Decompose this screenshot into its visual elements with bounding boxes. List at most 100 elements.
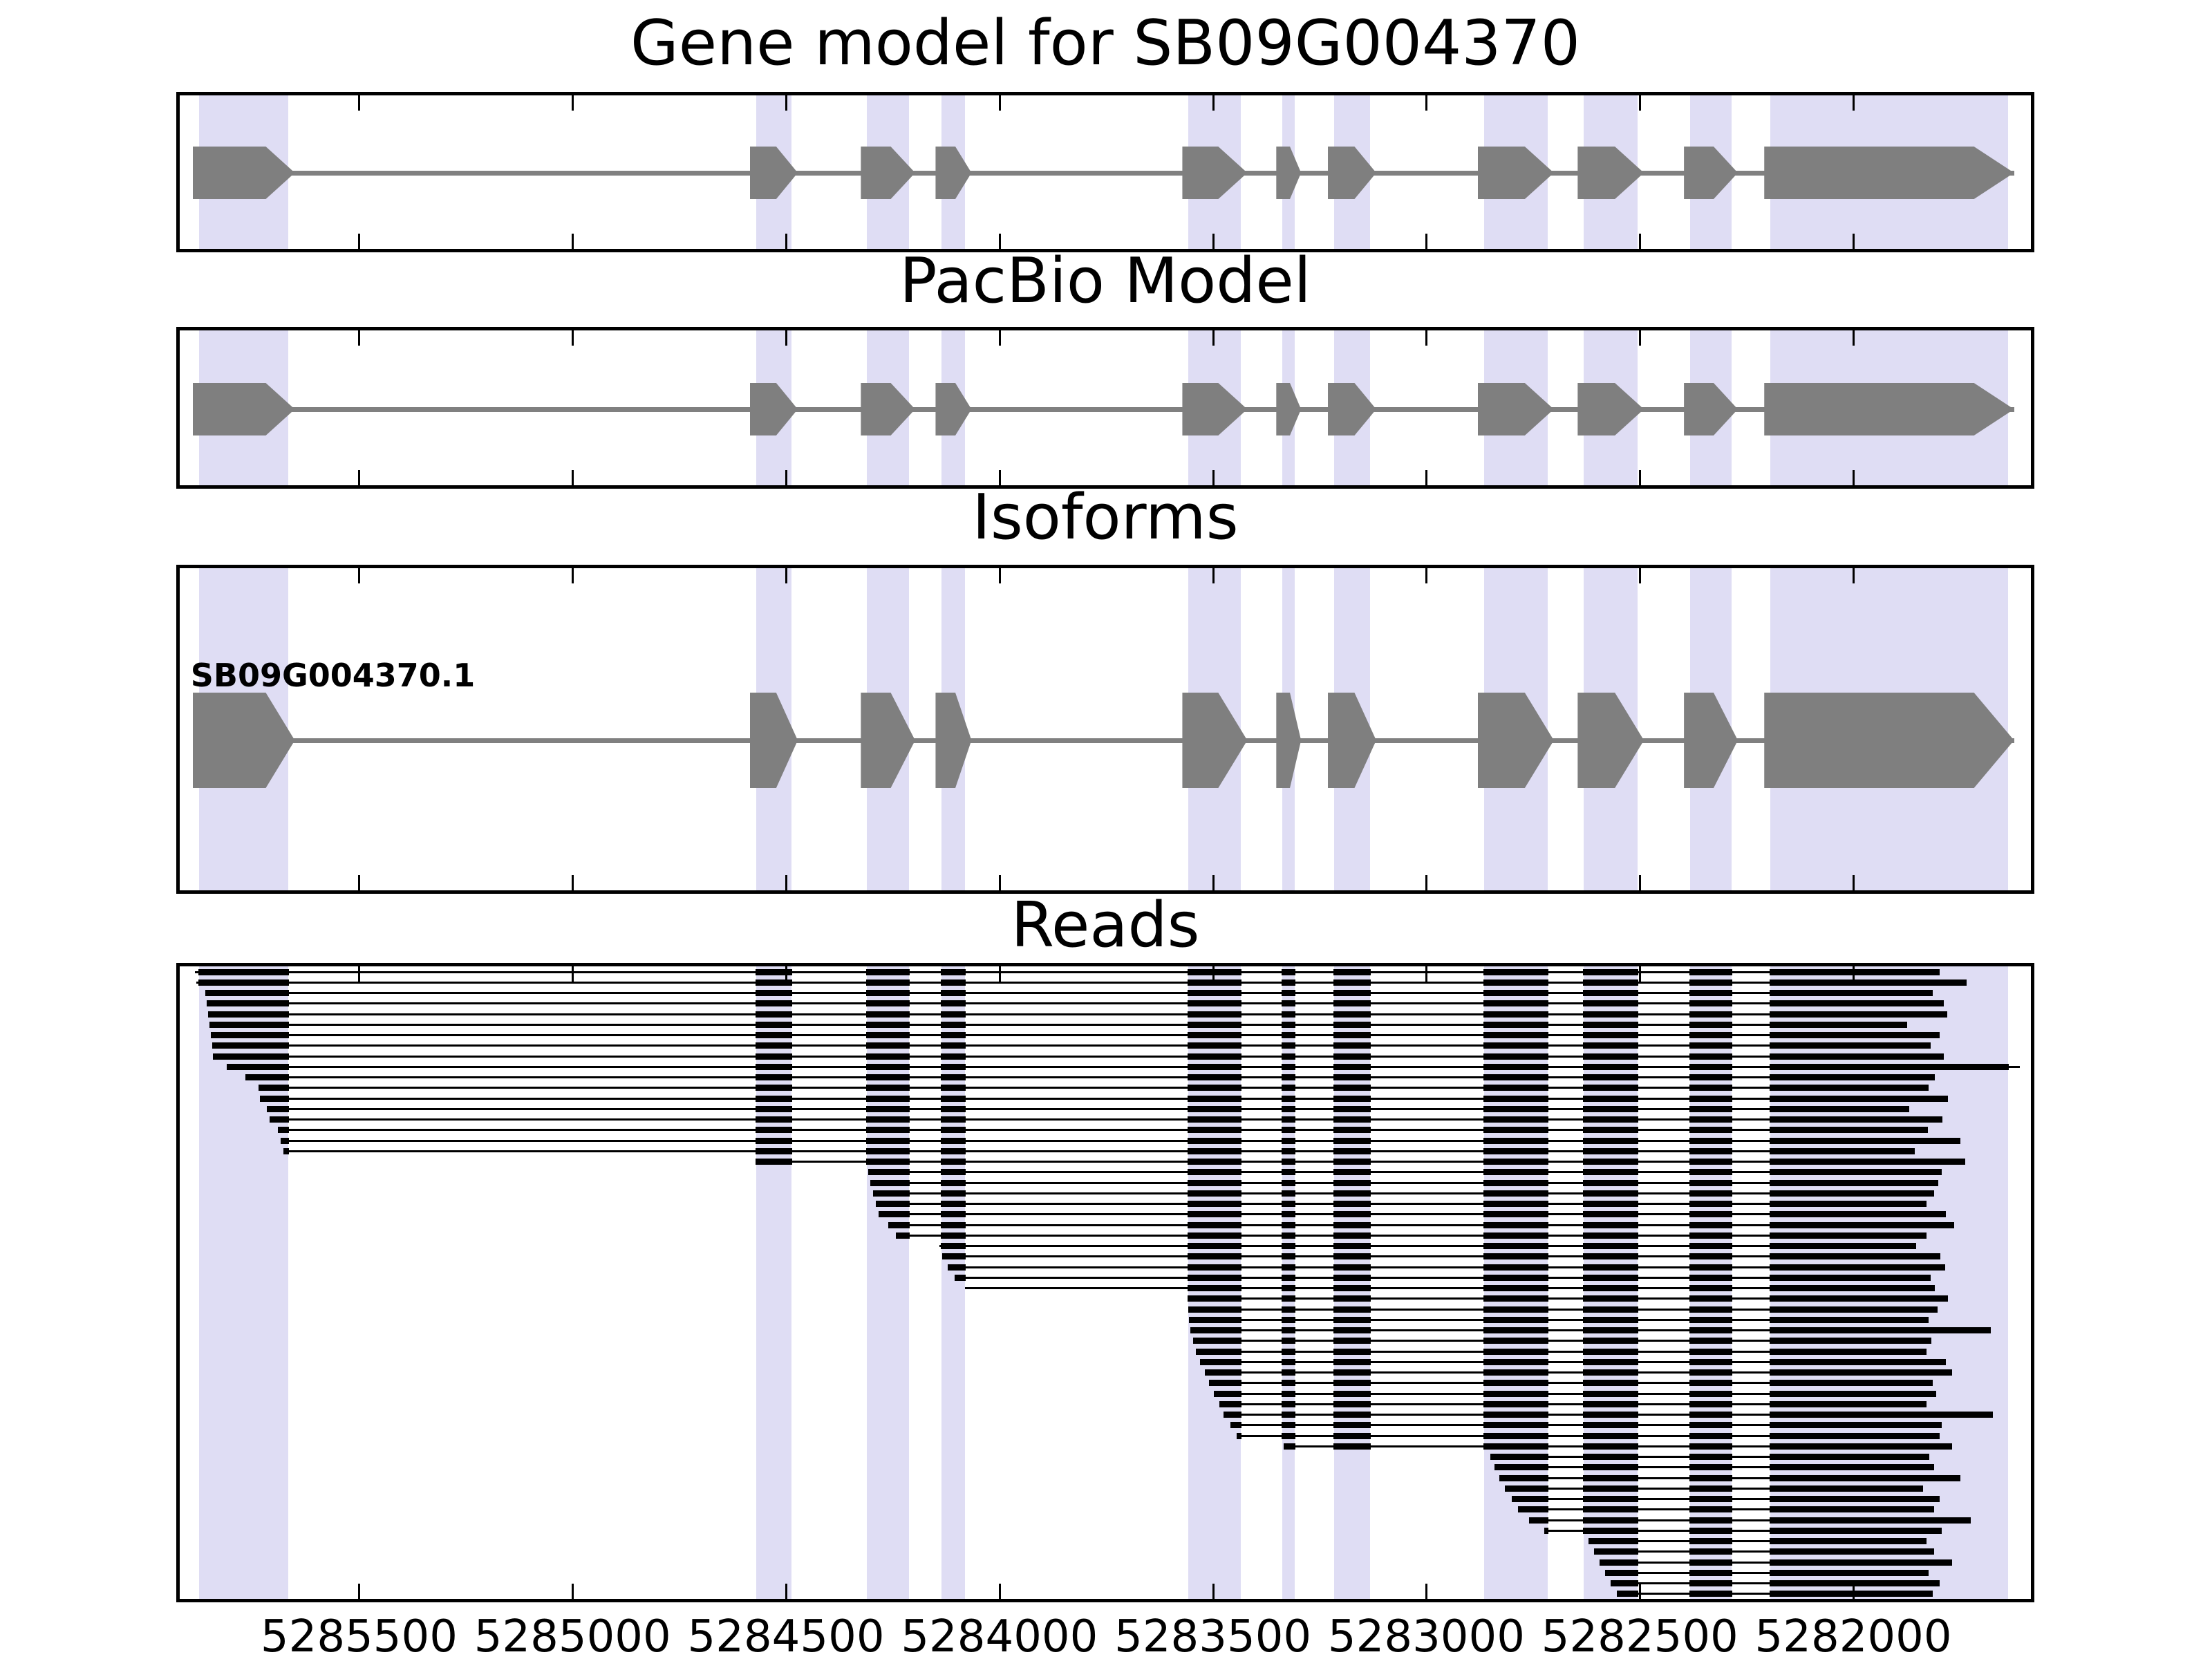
read-exon-segment: [1483, 1137, 1548, 1144]
read-exon-segment: [1689, 990, 1733, 996]
read-exon-segment: [1282, 979, 1296, 986]
read-line: [870, 1181, 1938, 1184]
read-exon-segment: [1219, 1400, 1242, 1407]
read-exon-segment: [1770, 1538, 1927, 1544]
read-exon-segment: [941, 1011, 966, 1018]
read-exon-segment: [755, 1085, 793, 1091]
read-exon-segment: [1689, 1179, 1733, 1186]
read-exon-segment: [1770, 1232, 1927, 1239]
read-exon-segment: [1333, 1169, 1371, 1176]
read-exon-segment: [1333, 1285, 1371, 1291]
read-exon-segment: [1483, 1116, 1548, 1123]
read-exon-segment: [1689, 1548, 1733, 1555]
read-exon-segment: [1689, 1443, 1733, 1450]
read-exon-segment: [1689, 1496, 1733, 1502]
read-exon-segment: [1282, 1095, 1296, 1102]
read-exon-segment: [1282, 1327, 1296, 1333]
intron-line: [198, 738, 2014, 743]
read-exon-segment: [1689, 1000, 1733, 1007]
read-exon-segment: [1583, 1474, 1639, 1481]
read-exon-segment: [1583, 990, 1639, 996]
read-exon-segment: [1483, 1369, 1548, 1376]
read-exon-segment: [1689, 1464, 1733, 1471]
read-exon-segment: [1333, 979, 1371, 986]
read-exon-segment: [1483, 1306, 1548, 1313]
read-exon-segment: [755, 968, 793, 975]
read-exon-segment: [1770, 1116, 1942, 1123]
read-exon-segment: [1689, 1063, 1733, 1070]
read-exon-segment: [1483, 1232, 1548, 1239]
read-exon-segment: [1333, 1306, 1371, 1313]
read-exon-segment: [1583, 968, 1639, 975]
read-exon-segment: [1483, 1063, 1548, 1070]
read-exon-segment: [1483, 1179, 1548, 1186]
read-exon-segment: [1188, 1105, 1242, 1112]
read-exon-segment: [1770, 1327, 1991, 1333]
read-exon-segment: [1583, 1485, 1639, 1492]
read-exon-segment: [866, 1000, 910, 1007]
read-exon-segment: [1282, 1221, 1296, 1228]
read-exon-segment: [1770, 1000, 1944, 1007]
read-exon-segment: [1583, 1211, 1639, 1218]
read-exon-segment: [1333, 1316, 1371, 1323]
read-exon-segment: [875, 1201, 910, 1207]
read-exon-segment: [245, 1074, 290, 1080]
read-line: [1188, 1297, 1947, 1300]
read-exon-segment: [1770, 1105, 1910, 1112]
read-exon-segment: [1583, 1517, 1639, 1524]
read-exon-segment: [755, 1147, 793, 1154]
read-exon-segment: [1483, 1243, 1548, 1249]
read-exon-segment: [1282, 1422, 1296, 1429]
read-exon-segment: [1499, 1474, 1548, 1481]
read-exon-segment: [866, 1105, 910, 1112]
read-exon-segment: [941, 1085, 966, 1091]
read-exon-segment: [1770, 1074, 1936, 1080]
read-exon-segment: [1188, 1085, 1242, 1091]
read-exon-segment: [198, 968, 290, 975]
axis-tick: [358, 966, 361, 982]
axis-tick: [998, 330, 1001, 346]
read-exon-segment: [227, 1063, 290, 1070]
read-exon-segment: [1188, 1211, 1242, 1218]
read-exon-segment: [1333, 1432, 1371, 1439]
exon-highlight-band: [756, 966, 792, 1599]
read-exon-segment: [1689, 1169, 1733, 1176]
read-exon-segment: [1237, 1432, 1242, 1439]
read-exon-segment: [1483, 1412, 1548, 1418]
read-exon-segment: [1689, 968, 1733, 975]
read-exon-segment: [1333, 1243, 1371, 1249]
read-exon-segment: [1282, 1179, 1296, 1186]
read-exon-segment: [1333, 1221, 1371, 1228]
read-exon-segment: [1188, 1011, 1242, 1018]
read-exon-segment: [1689, 1243, 1733, 1249]
axis-tick: [358, 568, 361, 583]
read-exon-segment: [755, 1159, 793, 1165]
read-exon-segment: [1483, 1295, 1548, 1302]
read-exon-segment: [206, 1000, 290, 1007]
read-line: [879, 1213, 1945, 1216]
read-exon-segment: [941, 1053, 966, 1060]
read-exon-segment: [941, 1105, 966, 1112]
read-exon-segment: [755, 1011, 793, 1018]
read-exon-segment: [1282, 1316, 1296, 1323]
read-exon-segment: [1282, 1063, 1296, 1070]
axis-tick: [1212, 1584, 1215, 1599]
read-exon-segment: [1483, 1253, 1548, 1260]
exon-highlight-band: [1282, 966, 1295, 1599]
read-exon-segment: [1333, 1211, 1371, 1218]
read-exon-segment: [1583, 1137, 1639, 1144]
read-exon-segment: [941, 1063, 966, 1070]
read-exon-segment: [1333, 1179, 1371, 1186]
read-exon-segment: [1689, 1569, 1733, 1576]
read-exon-segment: [1600, 1559, 1639, 1566]
read-exon-segment: [1770, 1506, 1935, 1513]
axis-tick: [998, 470, 1001, 485]
read-exon-segment: [1188, 1074, 1242, 1080]
read-exon-segment: [888, 1221, 910, 1228]
read-line: [281, 1139, 1960, 1142]
read-exon-segment: [1583, 979, 1639, 986]
read-exon-segment: [1282, 1348, 1296, 1355]
read-exon-segment: [1188, 1169, 1242, 1176]
axis-tick: [998, 95, 1001, 111]
read-exon-segment: [1188, 968, 1242, 975]
